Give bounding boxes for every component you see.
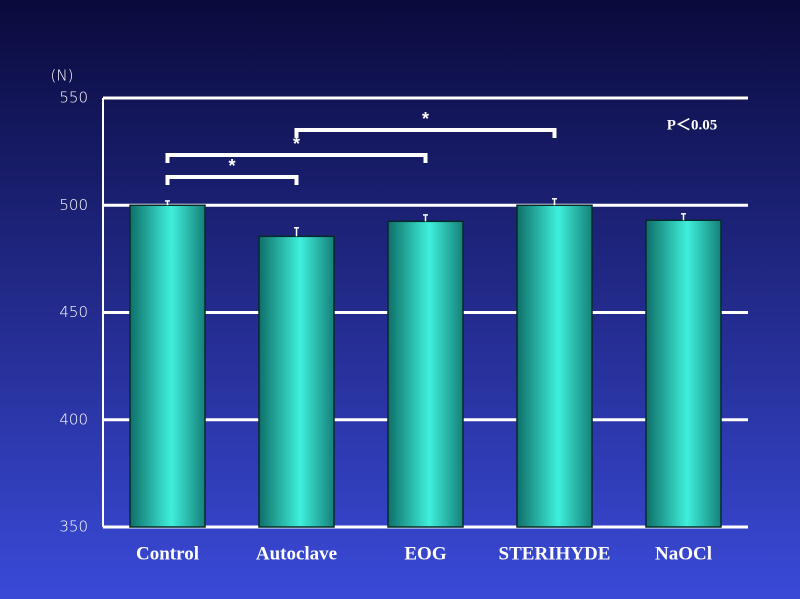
x-tick-label: STERIHYDE <box>499 543 611 564</box>
x-tick-label: Control <box>136 543 199 564</box>
x-tick-label: Autoclave <box>256 543 337 564</box>
y-tick-label: 500 <box>59 196 88 214</box>
x-tick-label: NaOCl <box>655 543 712 564</box>
error-bar <box>294 227 299 237</box>
significance-label: * <box>228 156 235 176</box>
y-tick-label: 550 <box>59 89 88 107</box>
error-bar <box>423 214 428 222</box>
bar <box>129 204 206 528</box>
significance-label: * <box>422 109 429 129</box>
significance-bracket <box>165 175 299 185</box>
y-tick-label: 350 <box>59 518 88 536</box>
annotation: P＜0.05 <box>667 117 717 133</box>
significance-bracket <box>294 128 557 138</box>
error-bar <box>681 213 686 221</box>
bar <box>258 235 335 528</box>
y-axis-label: (N) <box>51 67 74 85</box>
significance-label: * <box>293 134 300 154</box>
x-tick-label: EOG <box>404 543 446 564</box>
bar <box>387 220 464 528</box>
y-tick-label: 400 <box>59 410 88 428</box>
error-bar <box>552 198 557 206</box>
bar <box>516 204 593 528</box>
error-bar <box>165 200 170 206</box>
significance-bracket <box>165 153 428 163</box>
bar <box>645 219 722 528</box>
y-tick-label: 450 <box>59 303 88 321</box>
